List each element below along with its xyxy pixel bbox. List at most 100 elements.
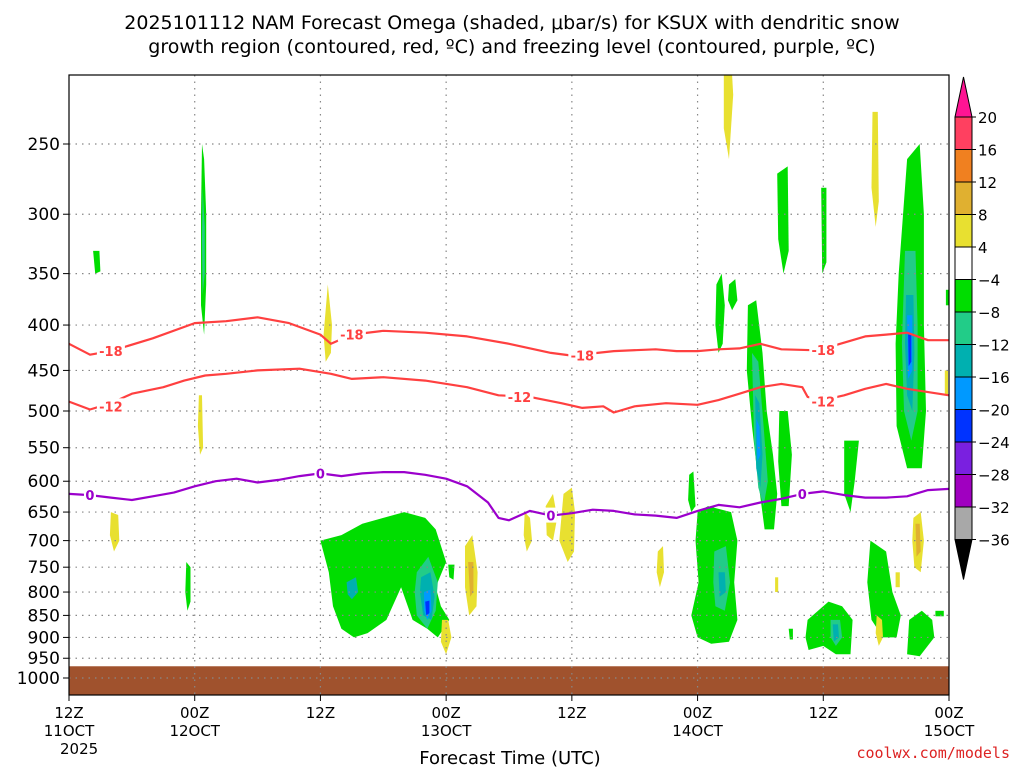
contour-label: -12	[508, 391, 532, 406]
y-tick-label: 850	[28, 606, 60, 626]
omega-region-31	[805, 601, 853, 655]
omega-region-22	[777, 166, 789, 274]
y-tick-label: 800	[28, 583, 60, 603]
y-tick-label: 1000	[17, 669, 60, 689]
x-tick-label-hour: 00Z	[683, 704, 712, 722]
y-tick-label: 600	[28, 472, 60, 492]
contour-label-bg	[809, 342, 838, 358]
y-tick-label: 650	[28, 503, 60, 523]
omega-region-1	[202, 187, 205, 295]
omega-colorbar: 20 16 12 8 4 −4 −8 −12 −16 −20 −24 −28 −32 −36	[954, 76, 1010, 580]
contour-label-bg	[809, 393, 838, 409]
omega-region-54	[944, 370, 948, 396]
colorbar-label: −4	[978, 272, 1000, 290]
y-tick-label: 900	[28, 628, 60, 648]
omega-region-34	[907, 610, 935, 657]
omega-region-47	[656, 546, 664, 588]
contour-label-bg	[96, 343, 125, 359]
x-axis-year: 2025	[60, 740, 98, 758]
x-tick-label-hour: 12Z	[557, 704, 586, 722]
omega-region-42	[468, 562, 474, 597]
colorbar-label: 20	[978, 109, 997, 127]
x-tick-label-date: 11OCT	[44, 722, 95, 740]
omega-region-40	[323, 284, 332, 362]
contour-label: 0	[546, 510, 555, 525]
colorbar-label: 8	[978, 207, 988, 225]
omega-region-16	[718, 572, 726, 597]
contour-label: -18	[99, 345, 123, 360]
omega-region-12	[728, 279, 738, 311]
colorbar-label: −36	[978, 532, 1010, 550]
chart-title-line-2: growth region (contoured, red, ºC) and f…	[148, 36, 875, 58]
omega-region-9	[346, 577, 359, 600]
omega-region-50	[875, 615, 883, 646]
colorbar-swatch	[954, 181, 973, 215]
omega-region-39	[197, 395, 204, 455]
y-tick-label: 700	[28, 532, 60, 552]
contour-label-bg	[505, 388, 534, 404]
contour-label-bg	[314, 465, 327, 481]
contour-label-bg	[796, 485, 809, 501]
y-tick-label: 250	[28, 135, 60, 155]
colorbar-top-arrow	[954, 76, 973, 118]
contour-label-bg	[568, 347, 597, 363]
omega-region-30	[867, 540, 901, 638]
colorbar-label: −28	[978, 467, 1010, 485]
omega-region-37	[945, 289, 949, 306]
contour-label-bg	[337, 326, 366, 342]
x-tick-label-hour: 00Z	[180, 704, 209, 722]
omega-shaded-fields	[93, 75, 949, 657]
omega-region-24	[844, 440, 859, 513]
y-tick-label: 500	[28, 402, 60, 422]
plot-frame	[68, 74, 950, 696]
colorbar-swatch	[954, 376, 973, 410]
x-tick-label-hour: 12Z	[809, 704, 838, 722]
y-tick-label: 950	[28, 649, 60, 669]
colorbar-swatch	[954, 474, 973, 508]
omega-region-13	[688, 471, 696, 513]
chart-title-line-1: 2025101112 NAM Forecast Omega (shaded, μ…	[124, 12, 899, 34]
x-tick-label-hour: 00Z	[431, 704, 460, 722]
y-tick-label: 400	[28, 316, 60, 336]
x-tick-label-date: 12OCT	[169, 722, 220, 740]
omega-region-21	[778, 411, 792, 507]
contour-label: -12	[99, 400, 123, 415]
omega-region-48	[723, 75, 734, 160]
x-tick-label-date: 15OCT	[924, 722, 975, 740]
colorbar-label: −12	[978, 337, 1010, 355]
colorbar-swatch	[954, 441, 973, 475]
colorbar-swatch	[954, 506, 973, 540]
y-tick-label: 350	[28, 265, 60, 285]
colorbar-swatch	[954, 246, 973, 280]
colorbar-label: −24	[978, 434, 1010, 452]
ground-surface-mask	[69, 666, 949, 695]
y-tick-label: 300	[28, 205, 60, 225]
contour-label-bg	[544, 507, 557, 523]
contour-label: 0	[316, 467, 325, 482]
colorbar-label: 16	[978, 142, 997, 160]
omega-region-36	[935, 610, 944, 617]
colorbar-label: −32	[978, 499, 1010, 517]
omega-region-49	[895, 572, 900, 588]
x-axis-label: Forecast Time (UTC)	[419, 748, 600, 768]
omega-region-2	[93, 250, 101, 274]
x-tick-label-hour: 00Z	[934, 704, 963, 722]
omega-region-8	[425, 600, 430, 616]
omega-region-43	[523, 512, 532, 552]
source-credit: coolwx.com/models	[856, 744, 1010, 762]
omega-region-3	[185, 562, 191, 611]
contour-labels: -18 -18 -18 -18 -12 -12 -12 0 0 0 0	[83, 326, 838, 525]
colorbar-label: 4	[978, 239, 988, 257]
contour-label: -18	[812, 344, 836, 359]
contour-label-bg	[83, 487, 96, 503]
contour-label-bg	[96, 398, 125, 414]
omega-region-53	[871, 111, 879, 227]
colorbar-label: −20	[978, 402, 1010, 420]
colorbar-swatch	[954, 344, 973, 378]
omega-region-10	[448, 564, 455, 580]
x-tick-label-hour: 12Z	[306, 704, 335, 722]
colorbar-swatch	[954, 311, 973, 345]
contour-label: -18	[571, 350, 595, 365]
